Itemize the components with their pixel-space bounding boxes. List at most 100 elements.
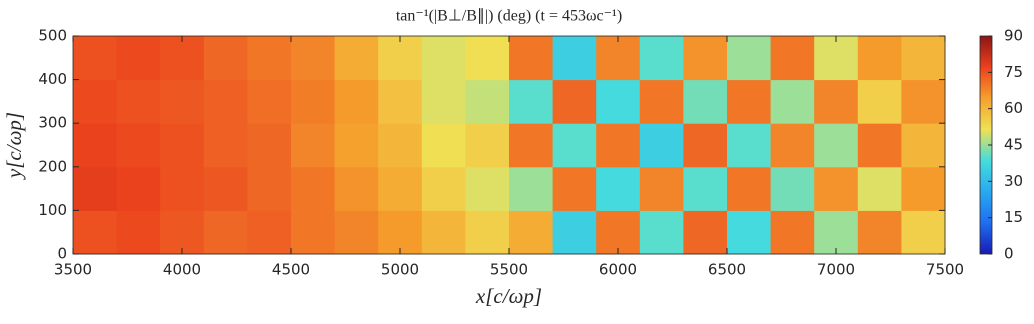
heatmap-cell bbox=[465, 36, 510, 81]
colorbar-tick-label: 0 bbox=[1004, 245, 1014, 263]
y-tick-label: 100 bbox=[38, 201, 67, 219]
heatmap-cell bbox=[378, 36, 423, 81]
x-tick-label: 3500 bbox=[54, 261, 92, 279]
heatmap-cell bbox=[291, 36, 336, 81]
heatmap-cell bbox=[73, 210, 118, 255]
heatmap-cell bbox=[160, 79, 205, 124]
x-tick-label: 7500 bbox=[926, 261, 964, 279]
heatmap-cell bbox=[901, 36, 946, 81]
heatmap-cell bbox=[291, 123, 336, 168]
heatmap-cell bbox=[73, 36, 118, 81]
colorbar-tick-label: 75 bbox=[1004, 63, 1023, 81]
y-axis-label: y[c/ωp] bbox=[2, 112, 26, 180]
heatmap-cell bbox=[901, 210, 946, 255]
heatmap-cell bbox=[727, 79, 772, 124]
heatmap-cell bbox=[116, 123, 161, 168]
heatmap-cell bbox=[421, 210, 466, 255]
heatmap-cell bbox=[160, 166, 205, 211]
heatmap-cell bbox=[203, 79, 248, 124]
heatmap-cell bbox=[857, 166, 902, 211]
heatmap-cell bbox=[596, 36, 641, 81]
heatmap-cell bbox=[203, 166, 248, 211]
heatmap-cell bbox=[421, 123, 466, 168]
heatmap-cell bbox=[727, 210, 772, 255]
x-axis-label: x[c/ωp] bbox=[475, 284, 542, 308]
y-tick-label: 400 bbox=[38, 70, 67, 88]
heatmap-cell bbox=[247, 79, 292, 124]
heatmap-cell bbox=[509, 79, 554, 124]
y-tick-label: 500 bbox=[38, 27, 67, 45]
x-tick-label: 4000 bbox=[163, 261, 201, 279]
heatmap-cell bbox=[683, 166, 728, 211]
heatmap-cell bbox=[901, 166, 946, 211]
heatmap-cell bbox=[596, 123, 641, 168]
heatmap-cell bbox=[509, 166, 554, 211]
heatmap-cell bbox=[683, 36, 728, 81]
heatmap-cell bbox=[727, 123, 772, 168]
heatmap-cell bbox=[552, 79, 597, 124]
y-tick-label: 200 bbox=[38, 157, 67, 175]
heatmap-cell bbox=[770, 166, 815, 211]
heatmap-cell bbox=[596, 166, 641, 211]
x-tick-label: 5500 bbox=[490, 261, 528, 279]
heatmap-cell bbox=[465, 123, 510, 168]
heatmap-cell bbox=[770, 79, 815, 124]
heatmap-cell bbox=[203, 123, 248, 168]
heatmap-cell bbox=[116, 210, 161, 255]
heatmap-cell bbox=[465, 166, 510, 211]
heatmap-cell bbox=[160, 123, 205, 168]
heatmap-cell bbox=[857, 79, 902, 124]
heatmap-cell bbox=[203, 36, 248, 81]
heatmap-cell bbox=[160, 210, 205, 255]
colorbar-tick-label: 45 bbox=[1004, 136, 1023, 154]
heatmap-cell bbox=[639, 123, 684, 168]
heatmap-cell bbox=[334, 36, 379, 81]
heatmap-cell bbox=[596, 210, 641, 255]
heatmap-cell bbox=[727, 36, 772, 81]
heatmap-cell bbox=[465, 79, 510, 124]
heatmap-cell bbox=[378, 79, 423, 124]
heatmap-cell bbox=[683, 123, 728, 168]
heatmap-cell bbox=[378, 210, 423, 255]
heatmap-cell bbox=[901, 79, 946, 124]
heatmap-cell bbox=[857, 210, 902, 255]
heatmap-cell bbox=[639, 79, 684, 124]
heatmap-cell bbox=[814, 123, 859, 168]
heatmap-cell bbox=[857, 123, 902, 168]
heatmap-cell bbox=[291, 210, 336, 255]
heatmap-cell bbox=[814, 79, 859, 124]
heatmap-cell bbox=[247, 36, 292, 81]
heatmap-cell bbox=[247, 123, 292, 168]
heatmap-cell bbox=[73, 166, 118, 211]
heatmap-cell bbox=[814, 210, 859, 255]
x-tick-label: 7000 bbox=[817, 261, 855, 279]
colorbar-tick-label: 30 bbox=[1004, 172, 1023, 190]
x-tick-label: 6000 bbox=[599, 261, 637, 279]
heatmap-cell bbox=[727, 166, 772, 211]
x-tick-label: 5000 bbox=[381, 261, 419, 279]
heatmap-cell bbox=[203, 210, 248, 255]
heatmap-cell bbox=[421, 36, 466, 81]
heatmap-cell bbox=[247, 166, 292, 211]
heatmap-cell bbox=[334, 166, 379, 211]
x-tick-label: 4500 bbox=[272, 261, 310, 279]
heatmap-cell bbox=[73, 123, 118, 168]
heatmap-cell bbox=[770, 123, 815, 168]
heatmap-cell bbox=[116, 166, 161, 211]
heatmap-cell bbox=[814, 166, 859, 211]
colorbar-tick-label: 90 bbox=[1004, 27, 1023, 45]
heatmap-cell bbox=[291, 79, 336, 124]
heatmap-cell bbox=[334, 79, 379, 124]
heatmap-cell bbox=[116, 36, 161, 81]
x-tick-label: 6500 bbox=[708, 261, 746, 279]
heatmap-cell bbox=[509, 123, 554, 168]
heatmap-cell bbox=[509, 210, 554, 255]
heatmap-cell bbox=[552, 36, 597, 81]
heatmap-cell bbox=[552, 166, 597, 211]
heatmap-cell bbox=[901, 123, 946, 168]
heatmap-cell bbox=[683, 79, 728, 124]
heatmap-cell bbox=[639, 166, 684, 211]
y-tick-label: 300 bbox=[38, 114, 67, 132]
heatmap-cell bbox=[552, 210, 597, 255]
